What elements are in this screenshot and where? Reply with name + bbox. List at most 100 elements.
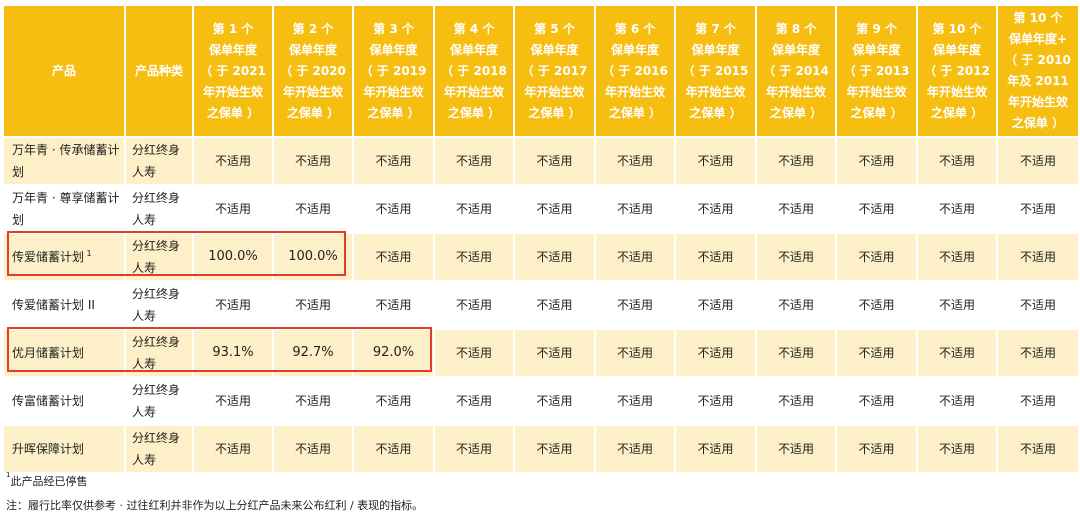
column-header-year-6: 第 6 个保单年度（ 于 2016 年开始生效 之保单 ） [594,4,676,138]
ratio-value-cell: 不适用 [594,424,676,474]
ratio-value-cell: 不适用 [996,280,1080,330]
ratio-value-cell: 不适用 [433,232,515,282]
table-row: 传爱储蓄计划 II 分红终身 人寿 不适用 不适用 不适用 不适用 不适用 不适用 不适用 不适用不… [2,280,1080,330]
ratio-value-cell: 不适用 [513,424,596,474]
ratio-value-cell: 不适用 [513,280,596,330]
ratio-value-cell: 不适用 [192,280,274,330]
ratio-value-cell: 不适用 [755,280,837,330]
column-header-product: 产品 [2,4,126,138]
ratio-value-cell: 不适用 [674,136,757,186]
ratio-value-cell: 不适用 [835,280,918,330]
ratio-value-cell: 不适用 [674,184,757,234]
table-row: 优月储蓄计划 分红终身 人寿 93.1% 92.7% 92.0% 不适用 不适用 不适用 不适用不… [2,328,1080,378]
column-header-year-3: 第 3 个保单年度（ 于 2019 年开始生效 之保单 ） [352,4,435,138]
ratio-value-cell: 不适用 [674,328,757,378]
ratio-value-cell: 不适用 [674,232,757,282]
column-header-year-11: 第 10 个保单年度+ （ 于 2010 年及 2011 年开始生效 之保单 ） [996,4,1080,138]
ratio-value-cell: 不适用 [433,280,515,330]
column-header-year-8: 第 8 个保单年度（ 于 2014 年开始生效 之保单 ） [755,4,837,138]
ratio-value-cell: 不适用 [674,376,757,426]
table-body: 万年青 · 传承储蓄计划分红终身 人寿 不适用 不适用 不适用 不适用 不适用 不适用 不适用不… [2,136,1080,474]
ratio-value-cell: 92.0% [352,328,435,378]
ratio-value-cell: 不适用 [594,136,676,186]
footnote-marker: 1 [84,249,92,258]
ratio-value-cell: 不适用 [835,184,918,234]
ratio-value-cell: 不适用 [835,328,918,378]
ratio-value-cell: 不适用 [192,136,274,186]
ratio-value-cell: 不适用 [916,232,998,282]
footnote-disclaimer: 注：履行比率仅供参考 · 过往红利并非作为以上分红产品未来公布红利 / 表现的指… [6,499,424,512]
column-header-year-2: 第 2 个保单年度（ 于 2020 年开始生效 之保单 ） [272,4,354,138]
table-row: 万年青 · 传承储蓄计划分红终身 人寿 不适用 不适用 不适用 不适用 不适用 不适用 不适用不… [2,136,1080,186]
ratio-value-cell: 不适用 [352,376,435,426]
column-header-year-7: 第 7 个保单年度（ 于 2015 年开始生效 之保单 ） [674,4,757,138]
product-name-cell: 传爱储蓄计划 1 [2,232,126,282]
ratio-value-cell: 不适用 [352,424,435,474]
ratio-value-cell: 不适用 [674,280,757,330]
ratio-value-cell: 不适用 [433,328,515,378]
ratio-value-cell: 不适用 [192,424,274,474]
ratio-value-cell: 不适用 [594,184,676,234]
column-header-year-5: 第 5 个保单年度（ 于 2017 年开始生效 之保单 ） [513,4,596,138]
ratio-value-cell: 不适用 [272,136,354,186]
column-header-type: 产品种类 [124,4,194,138]
ratio-value-cell: 不适用 [594,232,676,282]
column-header-year-9: 第 9 个保单年度（ 于 2013 年开始生效 之保单 ） [835,4,918,138]
product-name-cell: 升晖保障计划 [2,424,126,474]
table-row: 传富储蓄计划 分红终身 人寿 不适用 不适用 不适用 不适用 不适用 不适用 不适用 不适用 不适用不… [2,376,1080,426]
ratio-value-cell: 不适用 [996,328,1080,378]
fulfillment-ratio-table: 产品 产品种类第 1 个保单年度（ 于 2021 年开始生效 之保单 ）第 2 个保单… [2,4,1080,474]
ratio-value-cell: 不适用 [916,328,998,378]
ratio-value-cell: 不适用 [755,328,837,378]
ratio-value-cell: 不适用 [835,232,918,282]
ratio-value-cell: 不适用 [272,424,354,474]
footnote-discontinued: 1此产品经已停售 [6,471,87,489]
ratio-value-cell: 100.0% [272,232,354,282]
ratio-value-cell: 不适用 [352,184,435,234]
ratio-value-cell: 不适用 [513,136,596,186]
product-name-cell: 传爱储蓄计划 II [2,280,126,330]
ratio-value-cell: 不适用 [755,232,837,282]
column-header-year-4: 第 4 个保单年度（ 于 2018 年开始生效 之保单 ） [433,4,515,138]
ratio-value-cell: 不适用 [916,376,998,426]
ratio-value-cell: 不适用 [916,136,998,186]
ratio-value-cell: 不适用 [513,376,596,426]
column-header-year-10: 第 10 个保单年度（ 于 2012 年开始生效 之保单 ） [916,4,998,138]
ratio-value-cell: 不适用 [996,424,1080,474]
ratio-value-cell: 不适用 [755,136,837,186]
product-name-cell: 传富储蓄计划 [2,376,126,426]
table-row: 万年青 · 尊享储蓄计划分红终身 人寿 不适用 不适用 不适用 不适用 不适用 不适用 不适用不… [2,184,1080,234]
ratio-value-cell: 不适用 [996,376,1080,426]
ratio-value-cell: 不适用 [594,328,676,378]
table-row: 传爱储蓄计划 1 分红终身 人寿 100.0% 100.0% 不适用 不适用 不适用 不适用 不适… [2,232,1080,282]
product-type-cell: 分红终身 人寿 [124,376,194,426]
product-name-cell: 万年青 · 传承储蓄计划 [2,136,126,186]
ratio-value-cell: 不适用 [996,184,1080,234]
ratio-value-cell: 不适用 [352,136,435,186]
ratio-value-cell: 不适用 [513,184,596,234]
ratio-value-cell: 不适用 [433,184,515,234]
column-header-year-1: 第 1 个保单年度（ 于 2021 年开始生效 之保单 ） [192,4,274,138]
ratio-value-cell: 不适用 [594,280,676,330]
product-name-cell: 优月储蓄计划 [2,328,126,378]
product-type-cell: 分红终身 人寿 [124,280,194,330]
product-type-cell: 分红终身 人寿 [124,424,194,474]
footnote-marker: 1 [6,471,11,479]
ratio-value-cell: 不适用 [433,376,515,426]
ratio-value-cell: 不适用 [352,232,435,282]
ratio-value-cell: 不适用 [835,136,918,186]
ratio-value-cell: 不适用 [272,184,354,234]
ratio-value-cell: 不适用 [996,232,1080,282]
ratio-value-cell: 不适用 [433,424,515,474]
ratio-value-cell: 不适用 [433,136,515,186]
ratio-value-cell: 100.0% [192,232,274,282]
product-type-cell: 分红终身 人寿 [124,232,194,282]
ratio-value-cell: 93.1% [192,328,274,378]
ratio-value-cell: 不适用 [272,376,354,426]
ratio-value-cell: 92.7% [272,328,354,378]
ratio-value-cell: 不适用 [192,376,274,426]
ratio-value-cell: 不适用 [835,424,918,474]
ratio-value-cell: 不适用 [835,376,918,426]
product-type-cell: 分红终身 人寿 [124,184,194,234]
fulfillment-ratio-table-container: 产品 产品种类第 1 个保单年度（ 于 2021 年开始生效 之保单 ）第 2 个保单… [2,4,1080,474]
